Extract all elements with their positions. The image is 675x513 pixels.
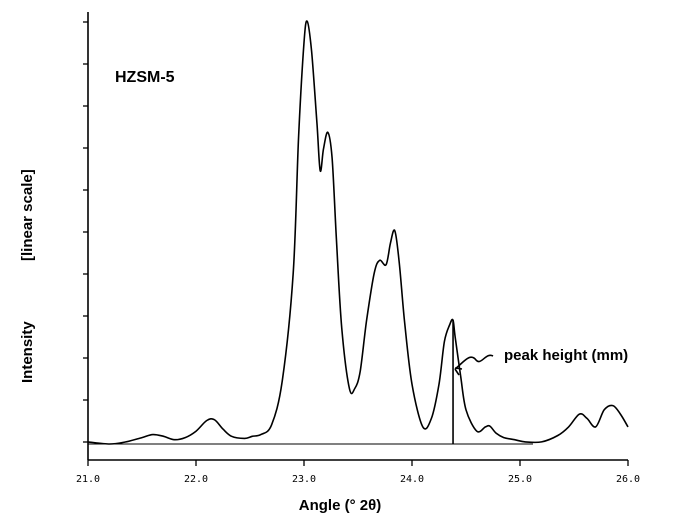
diffraction-pattern-line [87, 20, 629, 445]
x-tick-label: 26.0 [616, 474, 640, 485]
sample-label: HZSM-5 [115, 69, 175, 86]
y-axis-ticks [83, 21, 88, 443]
y-axis-title: Intensity [19, 321, 36, 383]
x-axis-ticks [87, 460, 629, 466]
annotation-arrow [454, 354, 494, 370]
x-tick-label: 22.0 [184, 474, 208, 485]
y-axis-subtitle: [linear scale] [19, 169, 36, 261]
x-tick-label: 24.0 [400, 474, 424, 485]
x-tick-label: 25.0 [508, 474, 532, 485]
annotation-arrow-tail [454, 367, 463, 376]
x-tick-label: 21.0 [76, 474, 100, 485]
x-axis-title: Angle (° 2θ) [299, 497, 381, 513]
peak-height-label: peak height (mm) [504, 347, 628, 364]
x-tick-label: 23.0 [292, 474, 316, 485]
x-axis-tick-labels: 21.0 22.0 23.0 24.0 25.0 26.0 [76, 474, 640, 485]
